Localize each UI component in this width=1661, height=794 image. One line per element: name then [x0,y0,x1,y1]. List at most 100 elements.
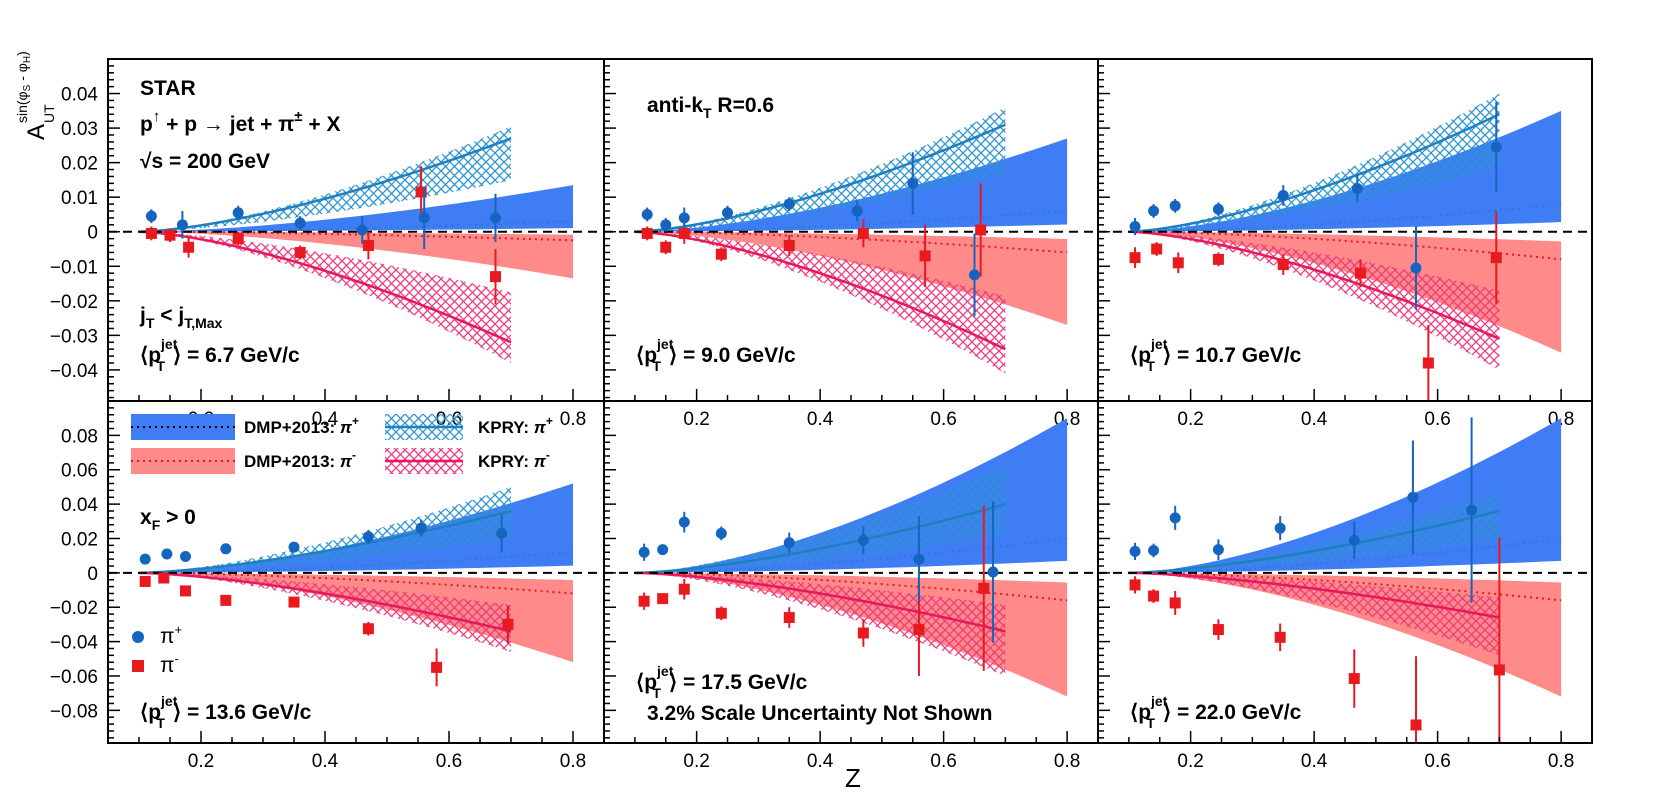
dmp_pip-band [139,185,573,232]
pip-point [1169,512,1181,524]
pim-point [232,233,244,245]
pip-point [415,522,427,534]
pip-point [145,210,157,222]
svg-text:p↑ + p → jet + π± + X: p↑ + p → jet + π± + X [140,108,340,136]
pim-point [678,227,690,239]
ptjet-label: ⟨pjet T ⟩ = 9.0 GeV/c [636,336,796,374]
kpry_pim-band [1128,231,1500,370]
kpry_pip-line [138,137,512,233]
svg-text:xF > 0: xF > 0 [140,506,196,533]
pip-point [1129,221,1141,233]
dmp_pim-line [138,230,574,242]
pim-point [1277,259,1289,271]
pim-point [1129,252,1141,264]
pip-point [913,553,925,565]
pip-point [294,217,306,229]
pip-point [1148,545,1160,557]
x-tick-label: 0.8 [1054,751,1080,772]
pim-point [1410,719,1422,731]
dmp_pim-band [634,231,1068,325]
kpry_pip-band [139,486,511,573]
pim-point [1129,579,1141,591]
pip-point [176,219,188,231]
pim-point [715,248,727,260]
pim-point [657,593,669,605]
pim-point [715,607,727,619]
kpry_pip-band [634,107,1006,232]
svg-text:jT < jT,Max: jT < jT,Max [139,304,223,331]
pip-point [1410,262,1422,274]
x-tick-label: 0.2 [188,751,214,772]
pim-point [362,623,374,635]
dmp_pip-line [634,537,1068,574]
y-tick-label: 0.08 [61,426,98,447]
y-tick-label: −0.03 [50,326,98,347]
pim-point [183,241,195,253]
pip-point [715,527,727,539]
pip-point [139,553,151,565]
x-tick-label: 0.2 [1177,751,1203,772]
kpry_pip-line [1128,113,1500,233]
x-tick-label: 0.2 [1177,409,1203,430]
pim-point [783,240,795,252]
sqrts-label: √s = 200 GeV [140,150,270,173]
pim-point [502,618,514,630]
star-label: STAR [140,77,196,100]
pim-point [415,186,427,198]
pip-point [1490,141,1502,153]
legend-dmp-pim: DMP+2013: π- [244,448,356,471]
kpry_pim-band [634,572,1006,676]
pip-point [722,207,733,219]
dmp_pip-band [634,138,1068,232]
pip-point [969,269,980,281]
pim-point [1151,243,1163,255]
pim-point [490,271,501,283]
pim-point [1490,252,1502,264]
legend-dmp-pip: DMP+2013: π+ [244,414,359,437]
pip-point [987,566,999,578]
y-tick-label: 0.06 [61,461,98,482]
pim-point [1169,597,1181,609]
legend-dmp-pip-swatch [131,414,235,440]
panel-plot-area [1098,417,1592,743]
x-tick-label: 0.4 [1301,409,1328,430]
dmp_pim-line [1128,571,1562,602]
x-tick-label: 0.4 [312,751,339,772]
panel-plot-area [108,126,604,363]
pip-point [1148,205,1160,217]
pim-point [857,627,869,639]
pim-point [641,227,653,239]
legend-data-pip: π+ [160,622,182,648]
y-tick-label: −0.01 [50,257,98,278]
reaction-label: p↑ + p → jet + π± + X [140,108,340,136]
pim-point [294,246,306,258]
pip-point [362,531,374,543]
ptjet-label: ⟨pjet T ⟩ = 22.0 GeV/c [1130,693,1302,731]
kpry_pip-band [1128,93,1500,232]
pip-point [851,205,863,217]
pip-point [180,551,191,563]
xf-cut-label: xF > 0 [140,506,196,533]
pip-point [496,527,508,539]
pip-point [1129,545,1141,557]
pip-point [1212,203,1224,215]
x-tick-label: 0.4 [312,409,339,430]
ptjet-label: ⟨pjet T ⟩ = 6.7 GeV/c [140,336,300,374]
dmp_pip-line [138,220,574,233]
pip-point [1169,200,1181,212]
x-tick-label: 0.4 [807,409,834,430]
dmp_pip-line [1128,203,1562,233]
pim-point [1354,267,1366,279]
pim-point [913,624,925,636]
kpry_pim-band [1128,572,1500,656]
kpry_pim-line [634,571,1006,633]
kpry_pip-line [1128,509,1500,575]
legend-dmp-pim-swatch [131,448,235,474]
y-tick-label: 0.04 [61,495,98,516]
pip-point [418,212,430,224]
y-axis-label: A UT sin(φS - φH) [14,51,57,140]
legend-kpry-pip: KPRY: π+ [478,414,553,437]
ptjet-label: ⟨pjet T ⟩ = 17.5 GeV/c [636,663,808,701]
dmp_pip-line [1128,537,1562,574]
